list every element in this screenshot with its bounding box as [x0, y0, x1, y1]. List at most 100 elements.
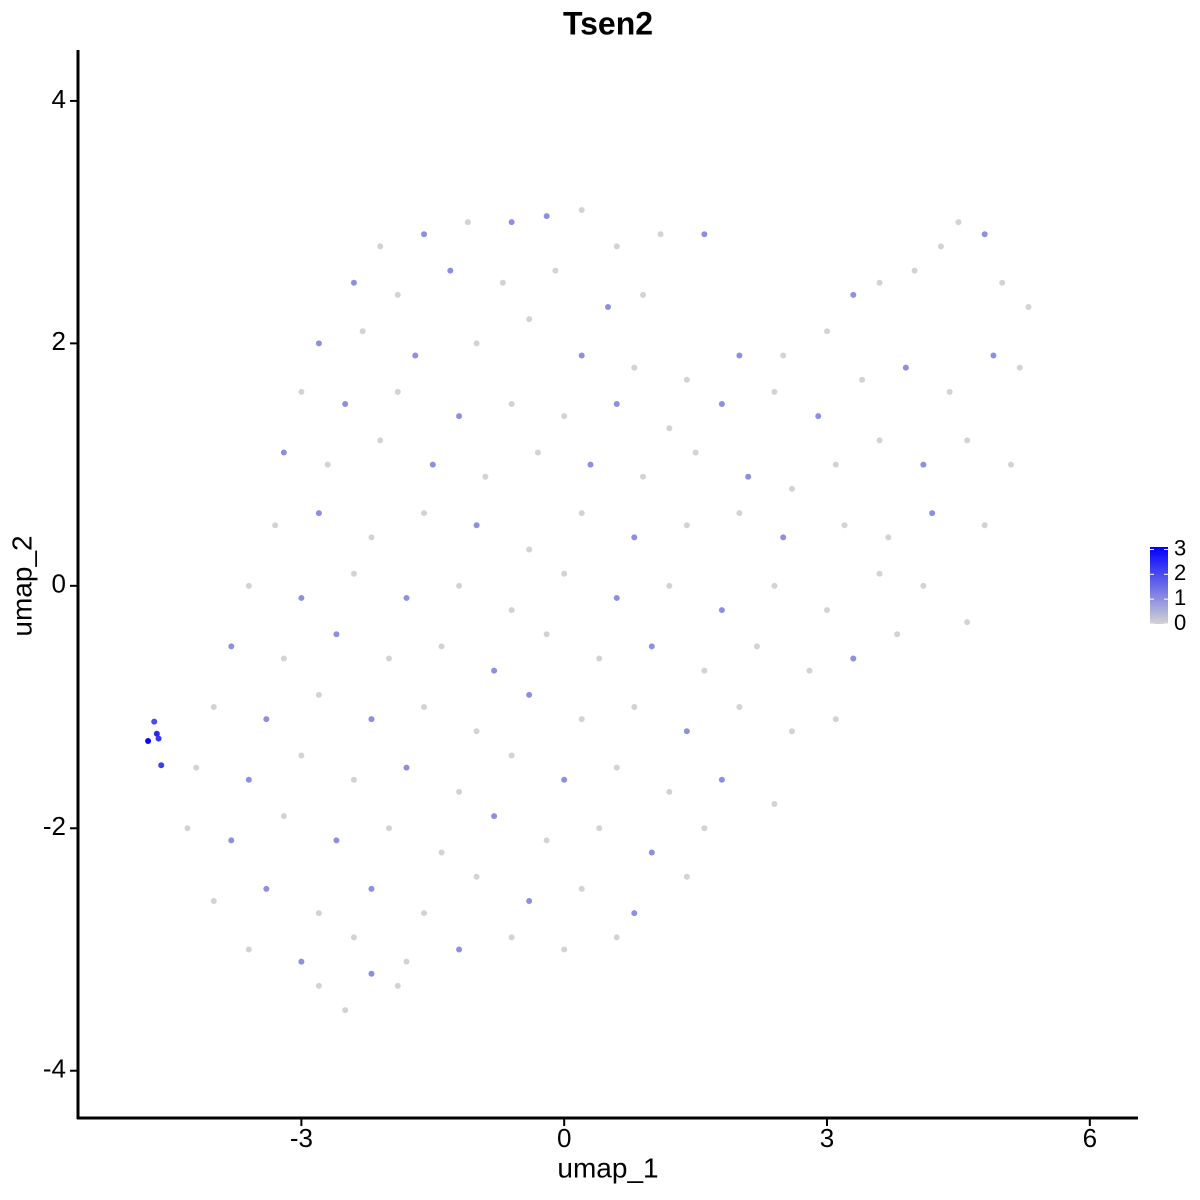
- point: [815, 413, 822, 420]
- point: [990, 352, 997, 359]
- point: [324, 461, 331, 468]
- point: [780, 534, 787, 541]
- point: [272, 522, 279, 529]
- point: [718, 607, 725, 614]
- point: [666, 788, 673, 795]
- point: [613, 934, 620, 941]
- point: [145, 737, 152, 744]
- point: [263, 885, 270, 892]
- point: [368, 885, 375, 892]
- point: [648, 849, 655, 856]
- point: [350, 776, 357, 783]
- point: [683, 728, 690, 735]
- point: [605, 303, 611, 310]
- point: [631, 910, 638, 917]
- point: [806, 667, 813, 674]
- point: [508, 607, 515, 614]
- point: [421, 510, 428, 517]
- point: [403, 764, 410, 771]
- point: [640, 473, 647, 480]
- point: [158, 762, 165, 769]
- point: [850, 655, 857, 662]
- point: [368, 534, 375, 541]
- point: [631, 364, 638, 371]
- point: [683, 873, 690, 880]
- point: [596, 655, 603, 662]
- point: [385, 655, 392, 662]
- point: [1016, 364, 1023, 371]
- point: [771, 582, 778, 589]
- y-tick-label: 2: [52, 326, 66, 356]
- point: [543, 213, 550, 220]
- point: [964, 619, 971, 626]
- point: [421, 910, 428, 917]
- point: [561, 776, 568, 783]
- point: [701, 667, 708, 674]
- point: [543, 631, 550, 638]
- point: [850, 291, 857, 298]
- point: [885, 534, 892, 541]
- point: [981, 522, 988, 529]
- point: [771, 388, 778, 395]
- point: [981, 231, 988, 238]
- point: [526, 691, 533, 698]
- point: [385, 825, 392, 832]
- point: [946, 388, 953, 395]
- point: [333, 631, 340, 638]
- point: [394, 982, 401, 989]
- point: [508, 752, 515, 759]
- point: [491, 813, 498, 820]
- point: [902, 364, 909, 371]
- point: [245, 946, 252, 953]
- point: [526, 546, 533, 553]
- point: [552, 267, 559, 274]
- point: [824, 328, 831, 335]
- colorbar-label: 1: [1174, 585, 1186, 610]
- point: [666, 425, 673, 432]
- point: [718, 776, 725, 783]
- point: [832, 716, 839, 723]
- point: [526, 898, 533, 905]
- y-tick-label: 0: [52, 569, 66, 599]
- point: [526, 316, 533, 323]
- point: [596, 825, 603, 832]
- point: [578, 510, 585, 517]
- point: [315, 910, 322, 917]
- point: [613, 400, 620, 407]
- point: [245, 582, 252, 589]
- point: [788, 485, 795, 492]
- point: [561, 413, 568, 420]
- point: [421, 231, 428, 238]
- point: [421, 704, 428, 711]
- point: [377, 243, 384, 250]
- point: [543, 837, 550, 844]
- point: [333, 837, 340, 844]
- point: [561, 946, 568, 953]
- point: [491, 667, 498, 674]
- point: [377, 437, 384, 444]
- point: [315, 510, 322, 517]
- point: [937, 243, 944, 250]
- point: [640, 291, 647, 298]
- point: [876, 570, 883, 577]
- point: [473, 522, 480, 529]
- point: [1025, 303, 1032, 310]
- point: [631, 534, 638, 541]
- point: [578, 352, 585, 359]
- point: [429, 461, 436, 468]
- point: [280, 655, 287, 662]
- point: [193, 764, 200, 771]
- point: [692, 449, 699, 456]
- point: [736, 510, 743, 517]
- point: [859, 376, 866, 383]
- point: [280, 449, 287, 456]
- point: [456, 788, 463, 795]
- point: [911, 267, 918, 274]
- point: [736, 704, 743, 711]
- point: [683, 522, 690, 529]
- point: [210, 898, 217, 905]
- point: [578, 207, 585, 214]
- point: [613, 594, 620, 601]
- point: [280, 813, 287, 820]
- point: [1007, 461, 1014, 468]
